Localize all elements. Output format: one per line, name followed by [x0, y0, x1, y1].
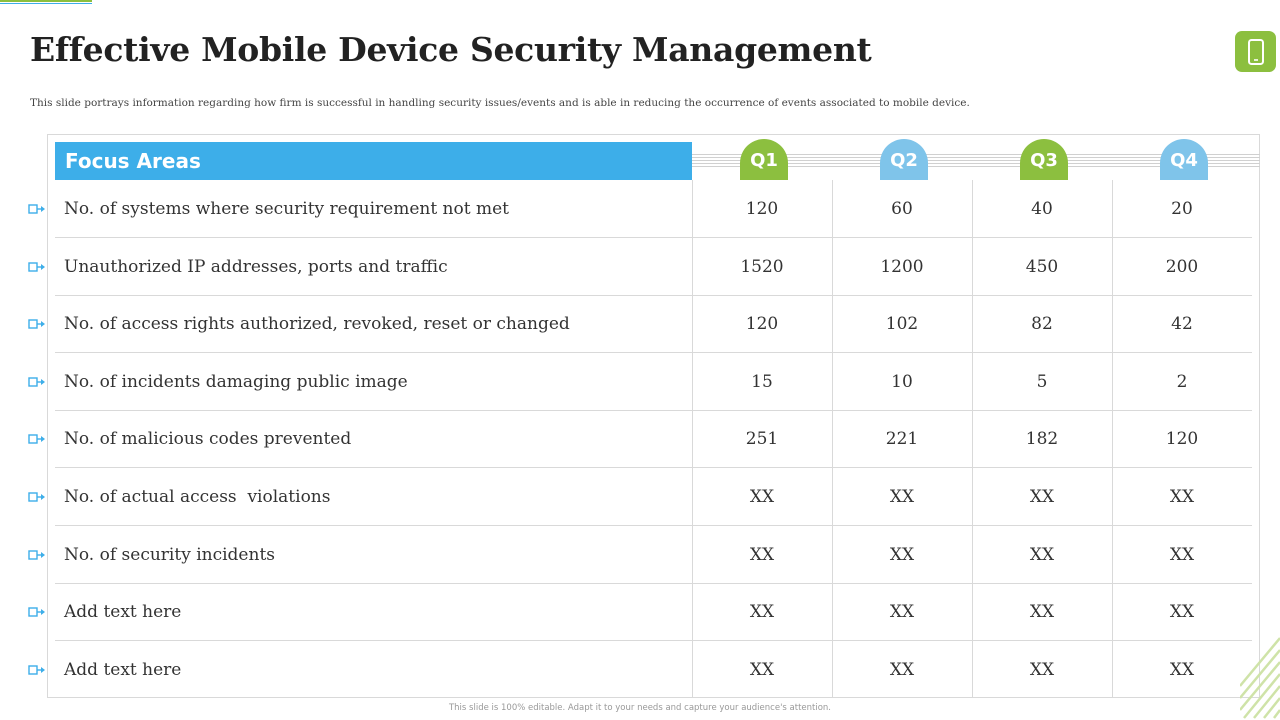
table-row: No. of malicious codes prevented 251 221 18… [0, 411, 1280, 469]
table-row: Add text here XX XX XX XX [0, 642, 1280, 699]
cell-q1: XX [749, 487, 775, 507]
row-divider [55, 525, 1252, 526]
focus-areas-header: Focus Areas [55, 142, 692, 180]
cell-q3: XX [1029, 602, 1055, 623]
row-label: No. of actual access violations [64, 487, 331, 507]
table-row: Add text here XX XX XX XX [0, 584, 1280, 642]
arrow-marker-icon [28, 492, 45, 502]
row-label: Add text here [64, 602, 182, 623]
row-divider [55, 640, 1252, 642]
row-label: No. of incidents damaging public image [64, 371, 408, 392]
row-label: No. of security incidents [64, 544, 275, 565]
arrow-marker-icon [28, 434, 45, 445]
arrow-marker-icon [28, 319, 45, 329]
row-divider [55, 582, 1252, 584]
cell-q3: XX [1029, 487, 1055, 507]
cell-q2: 102 [885, 314, 919, 335]
cell-q3: XX [1029, 544, 1055, 565]
row-divider [55, 237, 1252, 238]
cell-q3: 82 [1031, 314, 1053, 335]
mobile-phone-icon [1247, 38, 1264, 65]
cell-q3: XX [1029, 659, 1055, 680]
cell-q1: 1520 [740, 256, 784, 277]
column-divider [692, 180, 693, 698]
column-divider [832, 180, 833, 698]
cell-q4: XX [1169, 602, 1195, 623]
cell-q1: 120 [745, 199, 779, 219]
cell-q1: 15 [751, 371, 773, 392]
cell-q4: 200 [1165, 256, 1199, 277]
table-row: No. of access rights authorized, revoked… [0, 296, 1280, 354]
mobile-badge [1235, 31, 1276, 72]
table-row: No. of security incidents XX XX XX XX [0, 527, 1280, 584]
cell-q2: XX [889, 487, 915, 507]
row-divider [55, 294, 1252, 296]
arrow-marker-icon [28, 261, 45, 272]
quarter-header-q4: Q4 [1160, 139, 1208, 180]
cell-q4: 20 [1171, 199, 1193, 219]
footer-note: This slide is 100% editable. Adapt it to… [448, 703, 832, 713]
cell-q2: XX [889, 544, 915, 565]
column-divider [972, 180, 973, 698]
cell-q4: XX [1169, 544, 1195, 565]
cell-q2: XX [889, 659, 915, 680]
arrow-marker-icon [28, 377, 45, 387]
cell-q2: 10 [891, 371, 913, 392]
arrow-marker-icon [28, 665, 45, 675]
row-divider [55, 352, 1252, 354]
page-title: Effective Mobile Device Security Managem… [30, 30, 872, 69]
corner-stripes-decoration [1240, 637, 1280, 719]
table-row: Unauthorized IP addresses, ports and tra… [0, 239, 1280, 296]
cell-q1: XX [749, 544, 775, 565]
table-frame [47, 134, 1260, 698]
cell-q3: 450 [1025, 256, 1059, 277]
table-row: No. of actual access violations XX XX XX XX [0, 469, 1280, 526]
arrow-marker-icon [28, 607, 45, 617]
arrow-marker-icon [28, 549, 45, 560]
header-stripes [692, 154, 1260, 168]
row-divider [55, 409, 1252, 411]
table-row: No. of incidents damaging public image 15… [0, 354, 1280, 411]
cell-q4: 2 [1176, 371, 1188, 392]
row-label: Unauthorized IP addresses, ports and tra… [64, 256, 448, 277]
row-divider [55, 467, 1252, 469]
row-label: No. of access rights authorized, revoked… [64, 314, 570, 335]
cell-q2: XX [889, 602, 915, 623]
quarter-header-q3: Q3 [1020, 139, 1068, 180]
row-label: Add text here [64, 659, 182, 680]
row-label: No. of systems where security requiremen… [64, 199, 509, 219]
cell-q3: 182 [1025, 429, 1059, 450]
cell-q2: 1200 [880, 256, 924, 277]
cell-q4: 42 [1171, 314, 1193, 335]
cell-q1: 120 [745, 314, 779, 335]
cell-q3: 5 [1036, 371, 1048, 392]
cell-q1: 251 [745, 429, 779, 450]
cell-q4: XX [1169, 487, 1195, 507]
row-label: No. of malicious codes prevented [64, 429, 352, 450]
column-divider [1112, 180, 1113, 698]
cell-q4: 120 [1165, 429, 1199, 450]
cell-q1: XX [749, 659, 775, 680]
quarter-header-q1: Q1 [740, 139, 788, 180]
page-subtitle: This slide portrays information regardin… [30, 97, 970, 109]
cell-q2: 60 [891, 199, 913, 219]
cell-q4: XX [1169, 659, 1195, 680]
cell-q1: XX [749, 602, 775, 623]
top-accent-lines [0, 0, 92, 5]
quarter-header-q2: Q2 [880, 139, 928, 180]
cell-q3: 40 [1031, 199, 1053, 219]
arrow-marker-icon [28, 204, 45, 214]
table-row: No. of systems where security requiremen… [0, 181, 1280, 238]
cell-q2: 221 [885, 429, 919, 450]
